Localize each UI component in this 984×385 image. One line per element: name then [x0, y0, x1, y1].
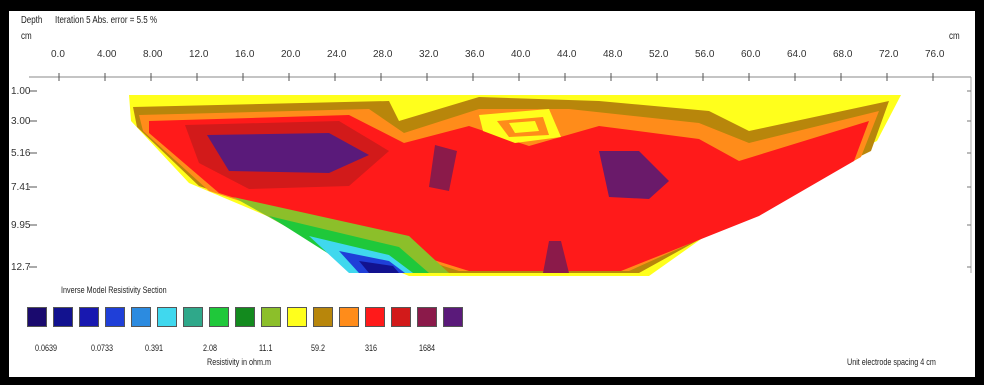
legend-swatch — [53, 307, 73, 327]
legend-swatch — [417, 307, 437, 327]
legend-swatch — [157, 307, 177, 327]
legend-swatch — [27, 307, 47, 327]
legend-value-label: 316 — [365, 343, 378, 353]
distance-tick-label: 44.0 — [557, 49, 577, 60]
legend-swatch — [209, 307, 229, 327]
legend-swatch — [391, 307, 411, 327]
section-purple-center — [429, 145, 457, 191]
legend-swatch — [235, 307, 255, 327]
distance-tick-label: 8.00 — [143, 49, 163, 60]
legend-value-label: 1684 — [419, 343, 436, 353]
distance-tick-label: 56.0 — [695, 49, 715, 60]
legend-title: Inverse Model Resistivity Section — [61, 285, 167, 295]
distance-tick-label: 52.0 — [649, 49, 669, 60]
distance-tick-label: 68.0 — [833, 49, 853, 60]
depth-tick-group: 1.00 3.00 5.16 7.41 9.95 12.7 — [11, 86, 971, 273]
section-yellow-top-core — [509, 121, 539, 133]
depth-tick-label: 1.00 — [11, 86, 31, 97]
distance-tick-label: 16.0 — [235, 49, 255, 60]
legend-x-label: Resistivity in ohm.m — [207, 357, 272, 367]
distance-tick-label: 12.0 — [189, 49, 209, 60]
legend-value-label: 11.1 — [259, 343, 273, 353]
section-purple-bottom — [543, 241, 569, 273]
distance-tick-label: 20.0 — [281, 49, 301, 60]
distance-tick-label: 48.0 — [603, 49, 623, 60]
legend-swatch — [313, 307, 333, 327]
legend-swatch — [261, 307, 281, 327]
distance-tick-label: 40.0 — [511, 49, 531, 60]
iteration-error-text: Iteration 5 Abs. error = 5.5 % — [55, 15, 158, 26]
depth-tick-label: 7.41 — [11, 182, 31, 193]
depth-tick-label: 12.7 — [11, 262, 31, 273]
legend-value-label: 0.391 — [145, 343, 164, 353]
distance-tick-label: 36.0 — [465, 49, 485, 60]
resistivity-section-plot: 0.0 4.00 8.00 12.0 16.0 20.0 24.0 28.0 32.0 36.0 4… — [11, 49, 972, 276]
legend-swatch — [287, 307, 307, 327]
legend-swatch — [339, 307, 359, 327]
legend-value-label: 2.08 — [203, 343, 218, 353]
distance-tick-label: 4.00 — [97, 49, 117, 60]
distance-unit-label: cm — [21, 31, 32, 42]
distance-tick-label: 0.0 — [51, 49, 65, 60]
distance-tick-label: 28.0 — [373, 49, 393, 60]
legend-swatch — [105, 307, 125, 327]
section-darkblue-core — [359, 261, 399, 273]
distance-tick-group: 0.0 4.00 8.00 12.0 16.0 20.0 24.0 28.0 32.0 36.0 4… — [51, 49, 945, 81]
distance-tick-label: 72.0 — [879, 49, 899, 60]
legend-value-label: 0.0639 — [35, 343, 58, 353]
section-purple-left — [207, 133, 369, 173]
legend-swatch — [365, 307, 385, 327]
electrode-spacing-note: Unit electrode spacing 4 cm — [847, 357, 936, 367]
distance-tick-label: 76.0 — [925, 49, 945, 60]
legend-swatch — [183, 307, 203, 327]
pseudosection-panel: 0.0 4.00 8.00 12.0 16.0 20.0 24.0 28.0 32.0 36.0 4… — [9, 11, 975, 377]
inversion-section — [129, 95, 901, 276]
legend-swatch — [79, 307, 99, 327]
distance-tick-label: 64.0 — [787, 49, 807, 60]
depth-tick-label: 3.00 — [11, 116, 31, 127]
depth-label: Depth — [21, 15, 43, 26]
distance-tick-label: 24.0 — [327, 49, 347, 60]
legend-swatch — [443, 307, 463, 327]
legend-value-label: 0.0733 — [91, 343, 114, 353]
distance-tick-label: 60.0 — [741, 49, 761, 60]
depth-tick-label: 9.95 — [11, 220, 31, 231]
depth-tick-label: 5.16 — [11, 148, 31, 159]
section-purple-right — [599, 151, 669, 199]
distance-tick-label: 32.0 — [419, 49, 439, 60]
legend-swatch — [131, 307, 151, 327]
legend-value-label: 59.2 — [311, 343, 326, 353]
distance-unit-right: cm — [949, 31, 960, 42]
